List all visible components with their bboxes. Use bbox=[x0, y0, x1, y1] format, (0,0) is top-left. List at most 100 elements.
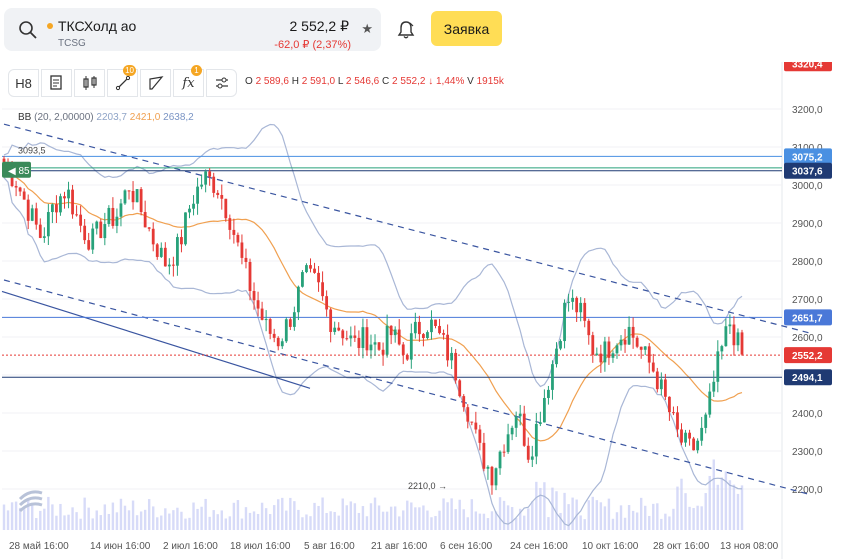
candle-body bbox=[373, 342, 377, 345]
down-arrow-icon: ↓ bbox=[428, 76, 434, 87]
volume-bar bbox=[123, 505, 127, 530]
chart-type-button[interactable] bbox=[74, 69, 105, 97]
logo-stroke bbox=[18, 496, 43, 507]
candle-body bbox=[409, 333, 413, 360]
order-button[interactable]: Заявка bbox=[431, 11, 502, 46]
ruler-icon bbox=[148, 76, 163, 90]
candles-icon bbox=[82, 76, 97, 90]
volume-bar bbox=[639, 497, 643, 530]
candle-body bbox=[220, 195, 224, 199]
channel-line[interactable] bbox=[3, 279, 811, 496]
candle-body bbox=[119, 203, 123, 217]
volume-bar bbox=[127, 510, 131, 530]
candle-body bbox=[46, 212, 50, 237]
favorite-star-icon[interactable]: ★ bbox=[361, 21, 373, 36]
candle-body bbox=[692, 438, 696, 451]
volume-bar bbox=[704, 493, 707, 530]
candle-body bbox=[127, 190, 131, 192]
candle-body bbox=[268, 319, 272, 334]
candle-body bbox=[83, 225, 87, 241]
candle-body bbox=[99, 221, 103, 239]
candle-body bbox=[71, 189, 74, 215]
trend-tool-button[interactable] bbox=[140, 69, 171, 97]
interval-button[interactable]: H8 bbox=[8, 69, 39, 97]
volume-bar bbox=[696, 505, 699, 530]
volume-bar bbox=[156, 517, 159, 530]
y-tick-label: 2300,0 bbox=[792, 447, 823, 458]
document-icon bbox=[49, 75, 62, 90]
candle-body bbox=[55, 204, 58, 213]
volume-bar bbox=[502, 500, 506, 530]
volume-bar bbox=[615, 512, 619, 530]
x-tick-label: 14 июн 16:00 bbox=[90, 541, 151, 552]
candle-body bbox=[712, 381, 716, 392]
candle-body bbox=[67, 189, 70, 199]
trend-line[interactable] bbox=[1, 290, 311, 389]
volume-bar bbox=[119, 498, 123, 530]
alert-badge[interactable] bbox=[2, 161, 31, 178]
volume-bar bbox=[599, 502, 603, 530]
candle-body bbox=[79, 214, 83, 226]
volume-bar bbox=[6, 510, 10, 530]
candle-body bbox=[59, 196, 62, 213]
candle-body bbox=[514, 416, 518, 428]
candle-body bbox=[385, 325, 389, 355]
fx-button[interactable]: fx 1 bbox=[173, 65, 204, 97]
candle-body bbox=[599, 353, 603, 363]
candle-body bbox=[631, 326, 635, 338]
candle-body bbox=[208, 171, 212, 177]
volume-bar bbox=[349, 501, 353, 530]
volume-bar bbox=[406, 500, 409, 530]
ticker-selector[interactable]: ТКСХолд ао TCSG 2 552,2 ₽ -62,0 ₽ (2,37%… bbox=[4, 8, 381, 51]
volume-bar bbox=[716, 484, 720, 530]
volume-bar bbox=[353, 503, 357, 530]
volume-bar bbox=[680, 478, 683, 530]
candle-body bbox=[559, 341, 562, 349]
volume-bar bbox=[329, 511, 332, 530]
volume-bar bbox=[14, 501, 18, 530]
candle-body bbox=[321, 282, 324, 297]
high-value: 2 591,0 bbox=[301, 76, 336, 87]
ticker-code: TCSG bbox=[58, 38, 86, 49]
volume-bar bbox=[256, 513, 260, 530]
volume-bar bbox=[579, 515, 582, 530]
candle-body bbox=[159, 247, 163, 257]
candle-body bbox=[579, 302, 583, 313]
candle-body bbox=[663, 379, 667, 397]
candle-body bbox=[103, 224, 107, 239]
settings-button[interactable] bbox=[206, 69, 237, 97]
bell-icon[interactable] bbox=[396, 20, 416, 40]
candle-body bbox=[42, 236, 46, 238]
candle-body bbox=[446, 334, 450, 361]
price-chart[interactable]: 3200,03100,03000,02900,02800,02700,02600… bbox=[0, 62, 842, 559]
candle-body bbox=[260, 308, 264, 320]
volume-bar bbox=[373, 497, 377, 530]
volume-bar bbox=[244, 507, 248, 530]
chart-settings-button[interactable] bbox=[41, 69, 72, 97]
bb-upper-line bbox=[3, 123, 743, 388]
top-bar: ТКСХолд ао TCSG 2 552,2 ₽ -62,0 ₽ (2,37%… bbox=[0, 0, 842, 62]
candle-body bbox=[288, 319, 292, 327]
volume-bar bbox=[631, 510, 635, 530]
volume-bar bbox=[192, 502, 195, 530]
volume-bar bbox=[208, 516, 211, 530]
candle-body bbox=[490, 466, 494, 486]
candle-body bbox=[115, 216, 119, 226]
volume-bar bbox=[559, 512, 562, 530]
volume-bar bbox=[692, 508, 695, 530]
volume-bar bbox=[676, 486, 679, 530]
channel-line[interactable] bbox=[3, 123, 811, 334]
volume-bar bbox=[272, 505, 276, 530]
candle-body bbox=[672, 412, 675, 414]
volume-bar bbox=[571, 497, 574, 530]
search-icon bbox=[19, 21, 37, 39]
high-label: H bbox=[291, 76, 299, 87]
volume-bar bbox=[664, 513, 667, 530]
candle-body bbox=[696, 440, 700, 451]
volume-bar bbox=[486, 518, 490, 530]
indicators-button[interactable]: 10 bbox=[107, 65, 138, 97]
candle-body bbox=[413, 321, 417, 334]
candle-body bbox=[567, 301, 570, 303]
volume-bar bbox=[531, 501, 534, 530]
candle-body bbox=[728, 324, 732, 327]
